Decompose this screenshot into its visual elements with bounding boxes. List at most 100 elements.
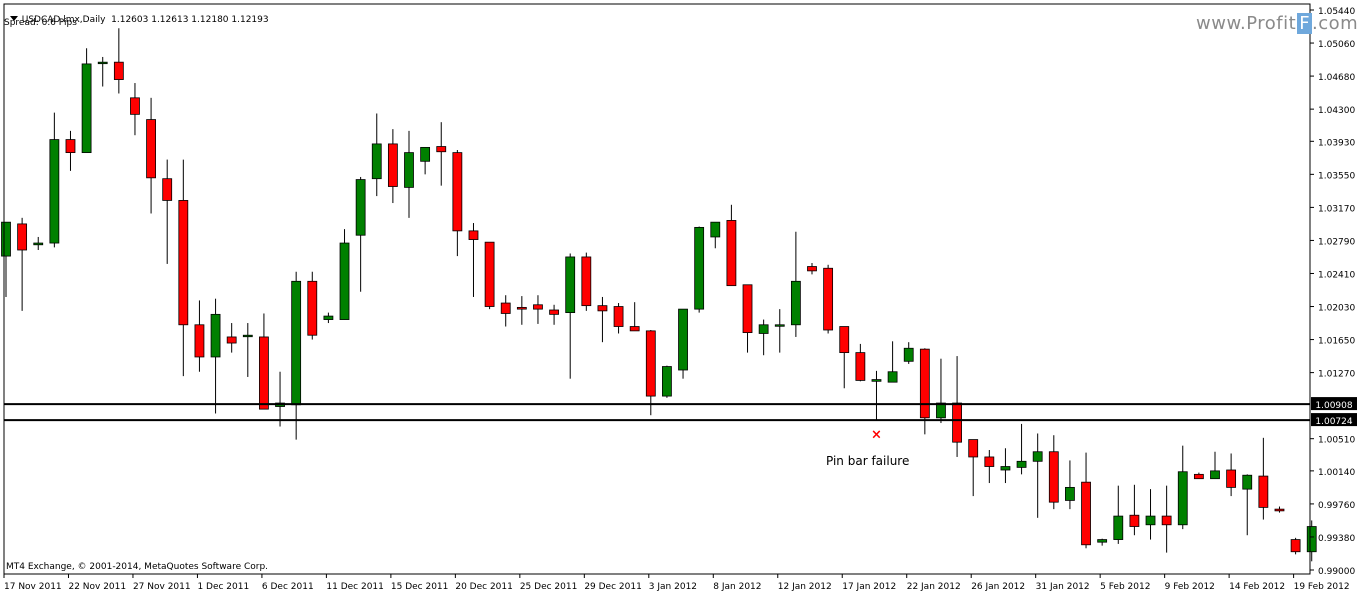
level-label: 1.00908 (1315, 401, 1352, 411)
candle-body (1032, 451, 1043, 462)
candle-body (1258, 475, 1269, 508)
candle-body (17, 223, 28, 251)
candle-body (903, 347, 914, 362)
candle-body (694, 226, 705, 310)
candle-body (1097, 539, 1108, 543)
candle-body (597, 305, 608, 312)
candle-body (1161, 515, 1172, 526)
candle-body (533, 304, 543, 310)
symbol-header: USDCAD.lmx,Daily 1.12603 1.12613 1.12180… (4, 5, 269, 25)
candle-body (936, 402, 946, 419)
candle-body (113, 61, 124, 80)
chart-frame (3, 3, 1311, 575)
copyright-text: MT4 Exchange, © 2001-2014, MetaQuotes So… (6, 562, 269, 572)
candle-body (97, 61, 108, 65)
candle-body (436, 146, 447, 153)
candle-body (1177, 471, 1188, 526)
x-tick-label: 1 Dec 2011 (197, 582, 249, 592)
candle-body (1000, 466, 1011, 471)
y-tick-label: 1.00140 (1318, 468, 1355, 478)
x-tick-label: 17 Jan 2012 (842, 582, 896, 592)
candle-body (565, 256, 576, 314)
y-tick-label: 1.01650 (1318, 337, 1355, 347)
x-tick-label: 12 Jan 2012 (778, 582, 832, 592)
x-tick-label: 31 Jan 2012 (1036, 582, 1090, 592)
y-tick-label: 1.03170 (1318, 204, 1355, 214)
y-tick-label: 1.04680 (1318, 73, 1355, 83)
candle-body (1129, 514, 1140, 527)
x-tick-label: 27 Nov 2011 (133, 582, 191, 592)
x-tick-label: 5 Feb 2012 (1100, 582, 1150, 592)
candle-body (371, 143, 382, 180)
y-tick-label: 1.05060 (1318, 40, 1355, 50)
candle-body (855, 352, 866, 381)
y-tick-label: 1.01270 (1318, 370, 1355, 380)
x-tick-label: 9 Feb 2012 (1165, 582, 1215, 592)
candle-body (81, 63, 92, 154)
candle-body (662, 366, 672, 397)
x-tick-label: 25 Dec 2011 (520, 582, 578, 592)
pin-bar-annotation: Pin bar failure (826, 454, 910, 468)
candle-body (629, 326, 640, 332)
level-label-bg (1311, 413, 1357, 427)
y-tick-label: 0.99000 (1318, 567, 1355, 577)
y-tick-label: 0.99380 (1318, 534, 1355, 544)
candle-body (33, 242, 44, 246)
candle-body (323, 315, 334, 320)
watermark-main: www.Profit (1196, 13, 1297, 34)
x-tick-label: 8 Jan 2012 (713, 582, 761, 592)
candles-layer: × (1, 28, 1317, 562)
candle-body (758, 324, 769, 334)
x-tick-label: 22 Jan 2012 (907, 582, 961, 592)
y-tick-label: 1.02410 (1318, 270, 1355, 280)
candle-body (742, 284, 753, 334)
candle-body (1145, 515, 1156, 526)
candle-body (968, 439, 979, 458)
time-axis: 17 Nov 2011 22 Nov 2011 27 Nov 2011 1 Dec 2… (3, 574, 1350, 592)
candle-body (307, 280, 318, 336)
y-tick-label: 1.02030 (1318, 304, 1355, 314)
x-tick-label: 26 Jan 2012 (971, 582, 1025, 592)
candle-body (1274, 508, 1285, 512)
x-tick-label: 15 Dec 2011 (391, 582, 449, 592)
candle-body (1016, 460, 1027, 468)
level-label: 1.00724 (1315, 417, 1352, 427)
candle-body (1, 221, 11, 257)
candle-body (839, 326, 850, 354)
watermark: www.Profit F .com (1196, 13, 1358, 34)
candle-body (339, 242, 350, 320)
y-tick-label: 1.02790 (1318, 237, 1355, 247)
candle-body (613, 306, 624, 327)
candle-body (516, 306, 527, 310)
candle-body (355, 179, 366, 236)
x-tick-label: 14 Feb 2012 (1229, 582, 1285, 592)
candle-body (452, 152, 463, 232)
y-tick-label: 1.03930 (1318, 138, 1355, 148)
candle-body (404, 152, 414, 188)
candle-body (484, 241, 495, 307)
candle-body (1113, 515, 1124, 540)
y-tick-label: 1.03550 (1318, 171, 1355, 181)
candle-body (178, 200, 189, 326)
candle-body (1210, 470, 1220, 480)
price-axis: 1.05440 1.05060 1.04680 1.04300 1.03930 1.035… (1310, 7, 1355, 577)
candle-body (468, 230, 479, 240)
y-tick-label: 1.04300 (1318, 106, 1355, 116)
candle-body (823, 267, 834, 331)
dropdown-triangle-icon[interactable] (9, 16, 18, 21)
x-tick-label: 22 Nov 2011 (68, 582, 126, 592)
y-tick-label: 1.05440 (1318, 7, 1355, 17)
x-tick-label: 19 Feb 2012 (1294, 582, 1350, 592)
candle-body (1242, 474, 1253, 490)
candle-body (710, 221, 721, 238)
candle-body (1226, 469, 1237, 488)
candle-body (242, 334, 253, 338)
spread-line: Spread: 0.6 Pips (4, 18, 77, 28)
candle-body (1193, 473, 1204, 480)
watermark-logo-box: F (1297, 13, 1313, 34)
candle-body (162, 178, 173, 201)
candle-body (130, 97, 140, 115)
candle-body (1065, 486, 1075, 501)
candle-body (1048, 451, 1059, 503)
candle-body (146, 119, 156, 179)
